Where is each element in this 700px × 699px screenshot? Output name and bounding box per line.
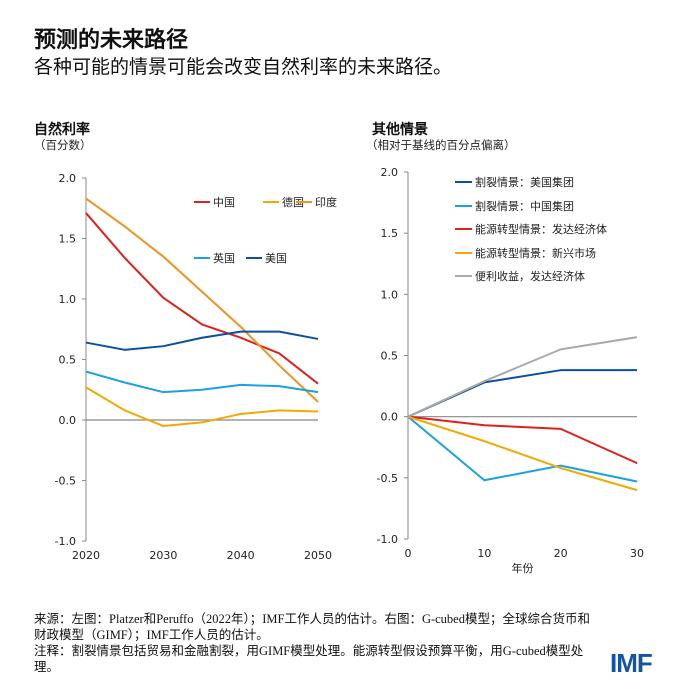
x-tick-label: 2030 [149, 549, 177, 562]
y-tick-label: -1.0 [377, 533, 398, 546]
legend-label: 中国 [213, 196, 235, 209]
left-chart-title: 自然利率 [34, 122, 90, 138]
source-note: 来源：左图：Platzer和Peruffo（2022年）；IMF工作人员的估计。… [34, 612, 590, 642]
series-line [407, 415, 638, 483]
footnotes: 来源：左图：Platzer和Peruffo（2022年）；IMF工作人员的估计。… [34, 611, 594, 675]
legend-label: 印度 [315, 195, 337, 209]
y-tick-label: -0.5 [55, 475, 76, 488]
left-chart-unit: （百分数） [34, 138, 92, 152]
legend-label: 便利收益，发达经济体 [475, 269, 585, 283]
x-tick-label: 20 [554, 547, 568, 560]
legend-label: 能源转型情景：新兴市场 [475, 246, 596, 260]
page-title: 预测的未来路径 [34, 28, 189, 53]
series-line [407, 415, 638, 465]
y-tick-label: 1.0 [59, 293, 77, 306]
legend-label: 能源转型情景：发达经济体 [475, 222, 607, 236]
y-tick-label: -0.5 [377, 472, 398, 485]
series-line [85, 370, 319, 394]
x-tick-label: 30 [630, 547, 644, 560]
y-tick-label: 1.5 [59, 233, 77, 246]
x-tick-label: 0 [405, 547, 412, 560]
right-chart-unit: （相对于基线的百分点偏离） [366, 138, 516, 152]
y-tick-label: 0.5 [381, 350, 399, 363]
y-tick-label: 0.0 [381, 411, 399, 424]
y-tick-label: 0.5 [59, 354, 77, 367]
x-axis-label: 年份 [512, 561, 534, 575]
series-line [407, 369, 637, 418]
imf-logo: IMF [610, 648, 653, 678]
legend-label: 英国 [213, 251, 235, 265]
y-tick-label: 1.5 [381, 227, 399, 240]
legend-label: 德国 [282, 195, 304, 209]
x-tick-label: 2020 [72, 549, 100, 562]
series-line [85, 212, 319, 385]
series-line [407, 415, 638, 492]
y-tick-label: 0.0 [59, 414, 77, 427]
x-tick-label: 2040 [227, 549, 255, 562]
legend-label: 美国 [265, 252, 287, 265]
x-tick-label: 10 [477, 547, 491, 560]
series-line [85, 330, 319, 351]
y-tick-label: -1.0 [55, 535, 76, 548]
legend-label: 割裂情景：美国集团 [475, 175, 574, 189]
explanatory-note: 注释：割裂情景包括贸易和金融割裂，用GIMF模型处理。能源转型假设预算平衡，用G… [34, 644, 584, 674]
y-tick-label: 1.0 [381, 288, 399, 301]
series-line [85, 386, 319, 428]
legend-label: 割裂情景：中国集团 [475, 199, 574, 213]
x-tick-label: 2050 [304, 549, 332, 562]
y-tick-label: 2.0 [59, 172, 77, 185]
right-chart-title: 其他情景 [372, 122, 428, 138]
page-subtitle: 各种可能的情景可能会改变自然利率的未来路径。 [34, 56, 453, 78]
series-line [85, 197, 319, 403]
series-line [407, 336, 638, 418]
y-tick-label: 2.0 [381, 166, 399, 179]
